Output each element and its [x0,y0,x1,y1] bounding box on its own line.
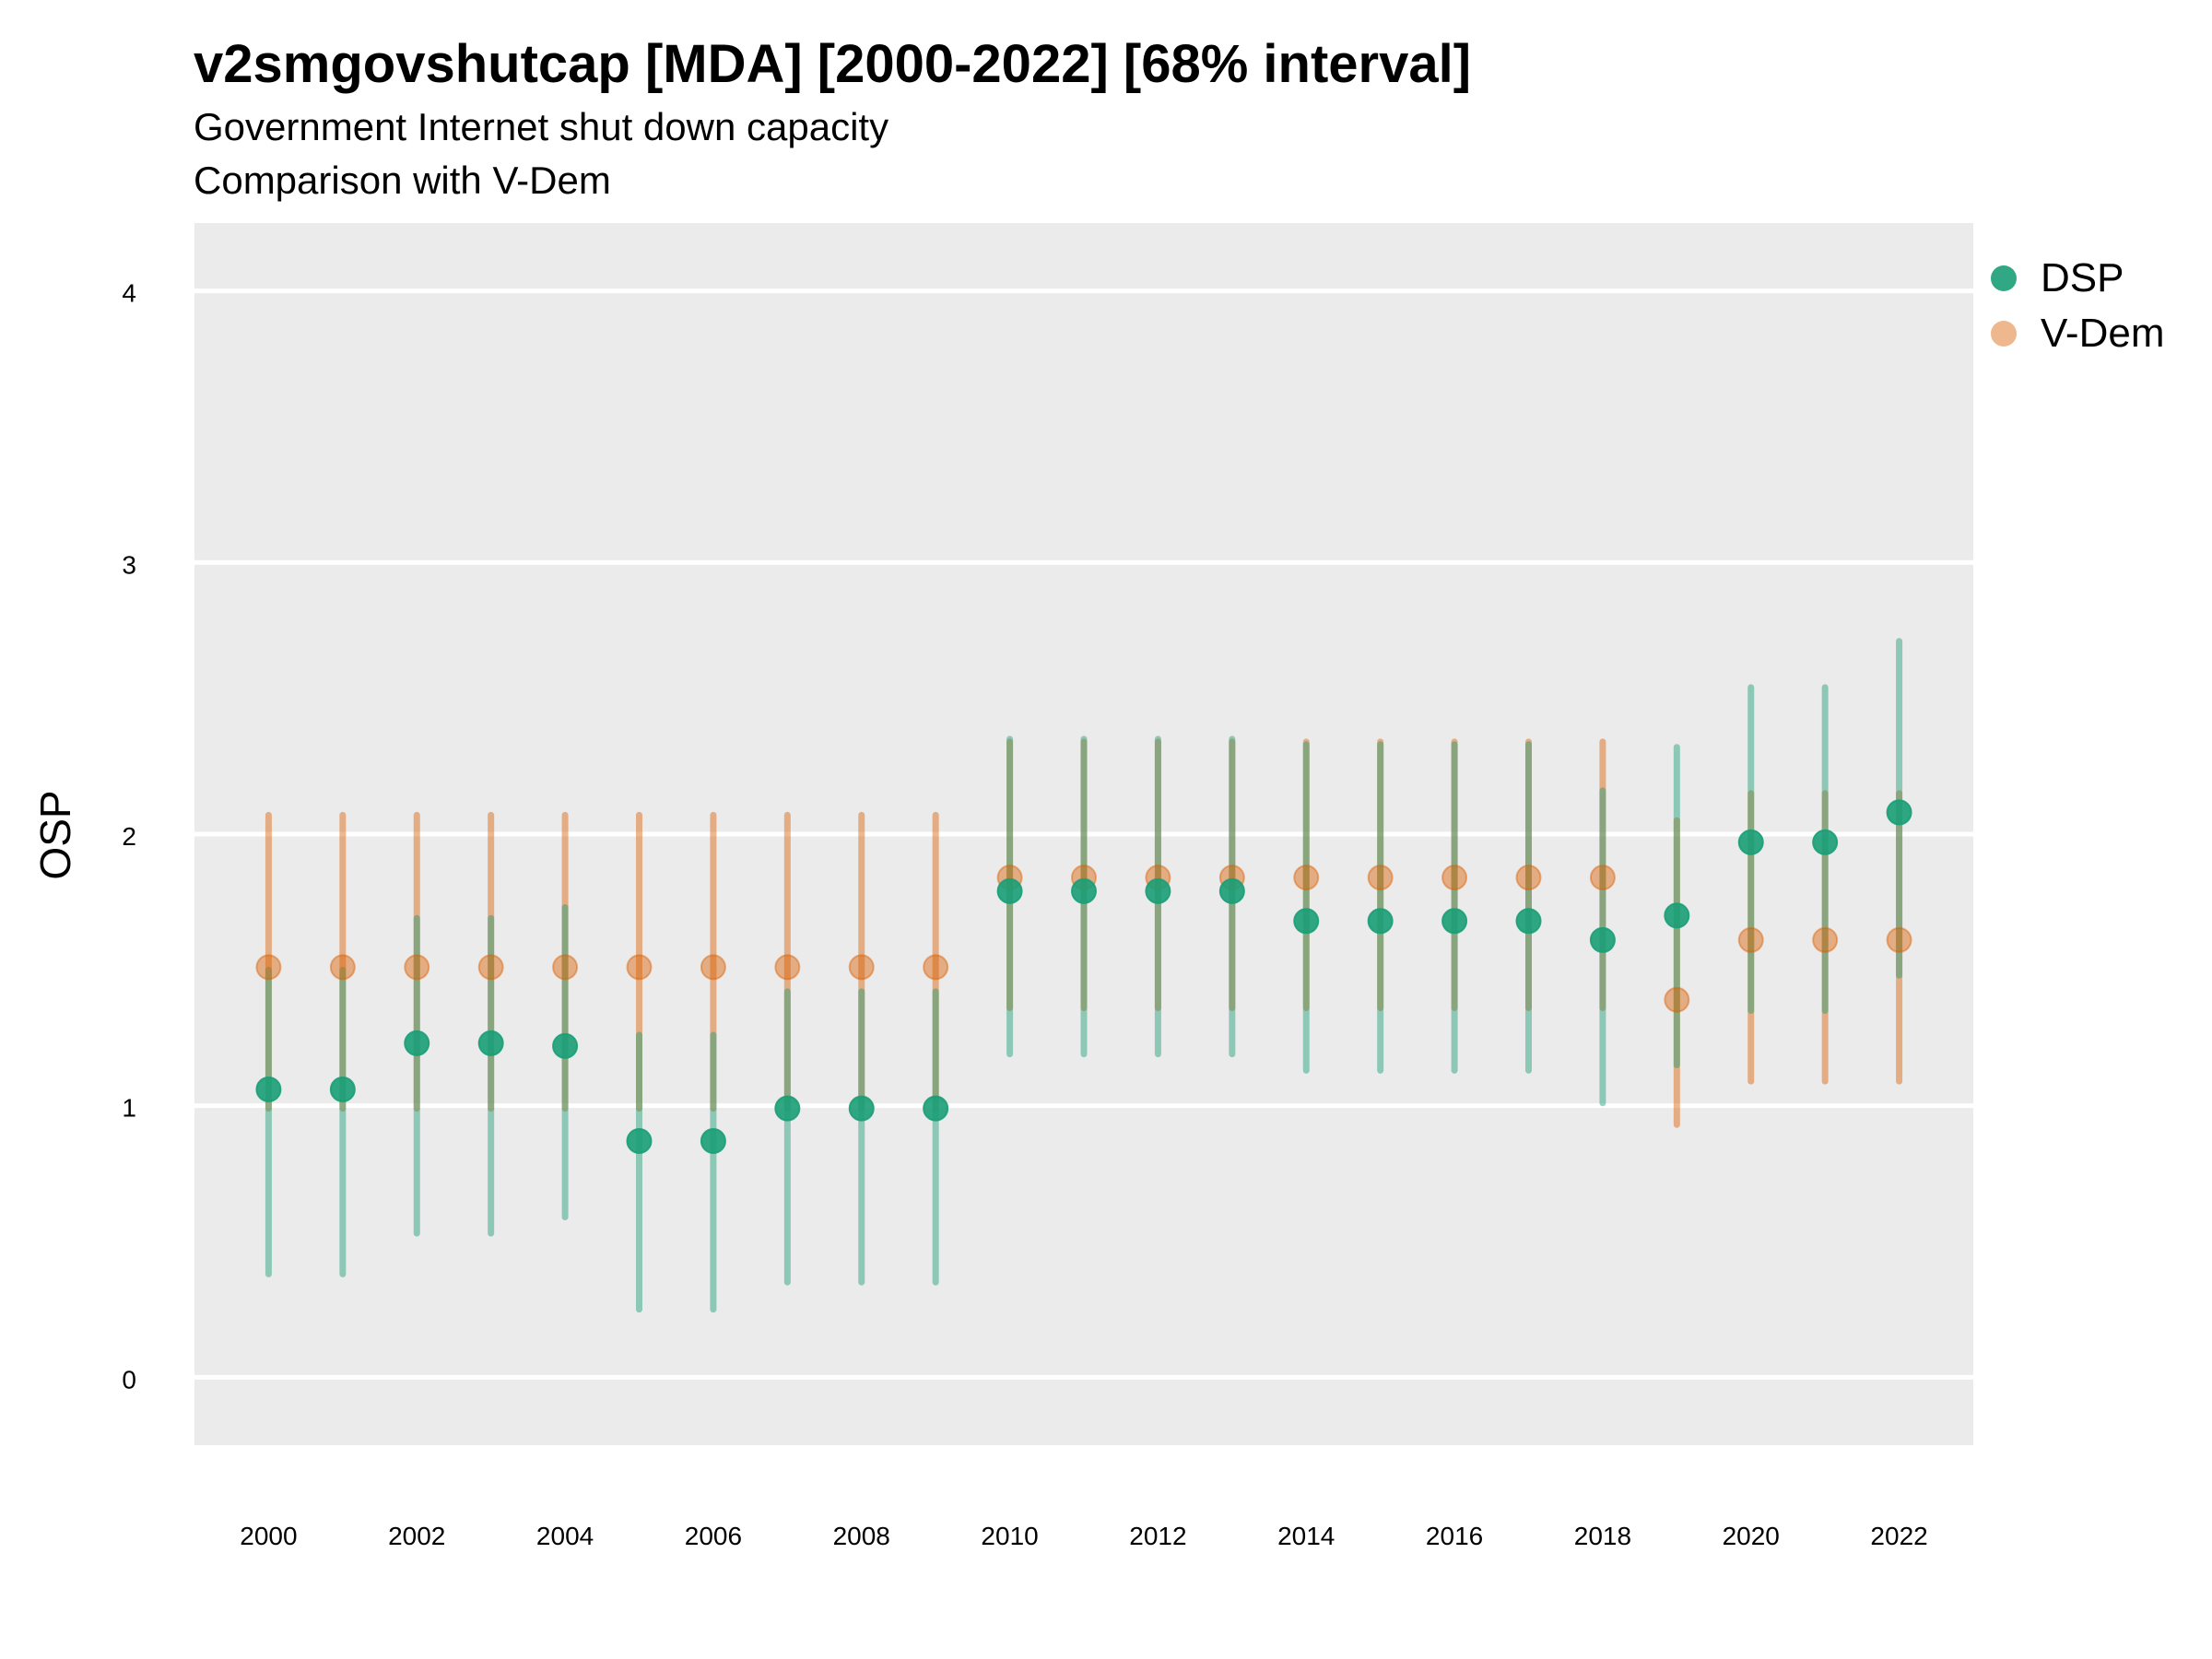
point-v-dem [923,954,949,981]
point-dsp [1071,877,1097,904]
point-v-dem [329,954,356,981]
point-dsp [1218,877,1245,904]
legend-vdem-marker [1991,321,2017,347]
y-axis-label: OSP [31,790,79,879]
point-dsp [774,1095,801,1122]
grid-lines [194,288,1973,1380]
point-v-dem [700,954,726,981]
point-v-dem [1589,865,1616,891]
y-tick-label: 3 [122,550,136,579]
point-dsp [552,1032,579,1059]
point-v-dem [1515,865,1542,891]
legend-dsp-label: DSP [2041,255,2124,300]
chart-subtitle-secondary: Comparison with V-Dem [194,159,611,202]
point-dsp [996,877,1023,904]
point-v-dem [404,954,430,981]
x-tick-label: 2008 [833,1522,890,1550]
y-tick-label: 4 [122,279,136,308]
legend-item-dsp: DSP [1991,251,2124,306]
y-tick-label: 1 [122,1094,136,1123]
point-dsp [626,1127,653,1154]
x-tick-labels: 2000 2002 2004 2006 2008 2010 2012 2014 2016 2018… [240,1522,1927,1550]
x-tick-label: 2004 [536,1522,594,1550]
x-tick-label: 2022 [1870,1522,1927,1550]
estimate-points [255,799,1912,1154]
x-tick-label: 2020 [1723,1522,1780,1550]
point-v-dem [1812,926,1839,953]
point-v-dem [1664,986,1690,1013]
legend-dsp-marker [1991,265,2017,291]
point-v-dem [255,954,282,981]
x-tick-label: 2012 [1129,1522,1186,1550]
point-v-dem [1367,865,1394,891]
point-v-dem [774,954,801,981]
point-dsp [477,1030,504,1056]
point-dsp [404,1030,430,1056]
point-dsp [1145,877,1171,904]
x-tick-label: 2000 [240,1522,297,1550]
y-tick-label: 2 [122,822,136,851]
point-v-dem [1441,865,1468,891]
point-dsp [1515,908,1542,935]
point-v-dem [1293,865,1320,891]
point-v-dem [552,954,579,981]
point-dsp [1293,908,1320,935]
point-dsp [1812,829,1839,855]
x-tick-label: 2010 [981,1522,1038,1550]
point-v-dem [1737,926,1764,953]
point-v-dem [626,954,653,981]
x-tick-label: 2006 [685,1522,742,1550]
x-tick-label: 2014 [1277,1522,1335,1550]
point-dsp [1589,926,1616,953]
point-dsp [255,1076,282,1102]
point-dsp [1737,829,1764,855]
y-tick-labels: 0 1 2 3 4 [122,279,136,1394]
chart-title: v2smgovshutcap [MDA] [2000-2022] [68% in… [194,34,1472,94]
point-dsp [1664,902,1690,929]
point-v-dem [848,954,875,981]
y-tick-label: 0 [122,1365,136,1394]
point-dsp [1441,908,1468,935]
legend-item-vdem: V-Dem [1991,306,2164,361]
point-v-dem [477,954,504,981]
point-dsp [848,1095,875,1122]
chart-subtitle: Government Internet shut down capacity [194,105,889,148]
x-tick-label: 2018 [1574,1522,1631,1550]
point-v-dem [1886,926,1912,953]
legend-vdem-label: V-Dem [2041,311,2165,356]
point-dsp [1886,799,1912,826]
point-dsp [700,1127,726,1154]
point-dsp [1367,908,1394,935]
x-tick-label: 2016 [1426,1522,1483,1550]
x-tick-label: 2002 [388,1522,445,1550]
point-dsp [329,1076,356,1102]
point-dsp [923,1095,949,1122]
